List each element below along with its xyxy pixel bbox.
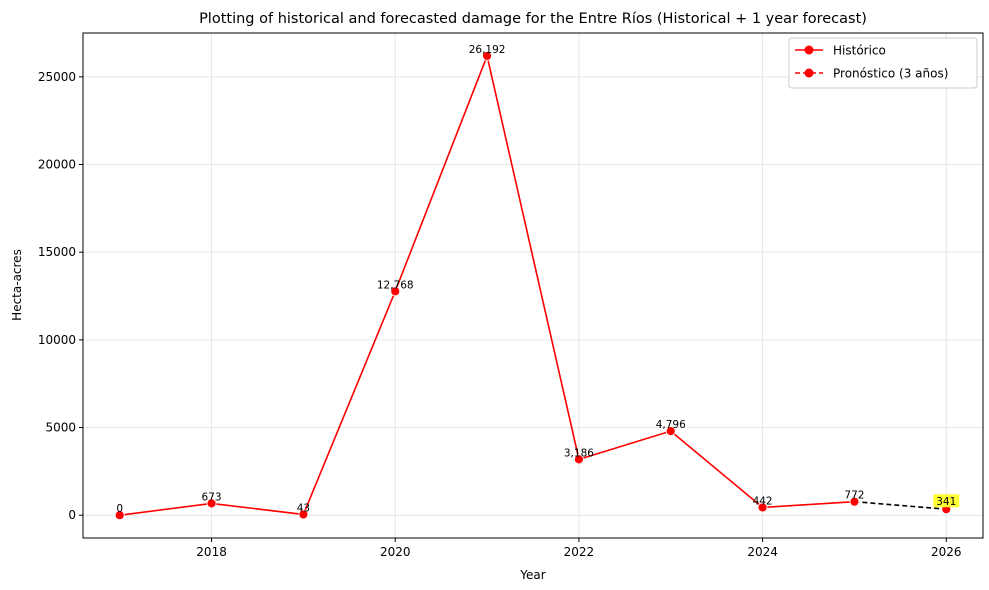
data-label: 0 [116,503,123,515]
y-axis-label: Hecta-acres [10,249,24,321]
legend-marker-pronostico [804,68,814,78]
forecast-label-highlight [933,494,960,508]
axes: 2018 2020 2022 2024 2026 0 5000 10000 15000 20000… [38,70,962,559]
y-tick-label: 10000 [38,333,76,347]
historical-point [849,496,860,507]
data-label: 12,768 [377,279,414,291]
data-label: 4,796 [656,419,686,431]
data-label: 442 [753,495,773,507]
x-tick-label: 2022 [564,545,595,559]
historical-point [390,286,401,297]
series-layer [114,51,952,521]
legend-marker-historico [804,45,814,55]
y-tick-label: 15000 [38,245,76,259]
x-tick-label: 2020 [380,545,411,559]
data-label: 772 [844,490,864,502]
x-tick-label: 2026 [931,545,962,559]
grid [83,33,983,538]
chart-title: Plotting of historical and forecasted da… [199,11,867,27]
forecast-line [854,500,947,511]
historical-line [119,53,855,516]
legend-label-historico: Histórico [833,44,886,58]
historical-point [757,502,768,513]
y-tick-label: 5000 [45,421,76,435]
historical-point [206,498,217,509]
data-label: 673 [202,491,222,503]
data-label: 26,192 [469,44,506,56]
forecast-data-label: 341 [936,496,956,508]
y-tick-label: 25000 [38,70,76,84]
data-labels: 0 673 43 12,768 26,192 3,186 4,796 442 772 341 [116,44,960,515]
legend-label-pronostico: Pronóstico (3 años) [833,67,948,81]
historical-point [298,509,309,520]
x-axis-label: Year [519,568,545,582]
historical-point [665,426,676,437]
x-tick-label: 2018 [196,545,227,559]
data-label: 3,186 [564,447,594,459]
legend: Histórico Pronóstico (3 años) [788,37,978,89]
historical-point [574,454,584,465]
legend-box [788,37,978,89]
data-label: 43 [297,502,310,514]
y-tick-label: 0 [68,508,76,522]
historical-point [114,510,125,521]
y-tick-label: 20000 [38,158,76,172]
historical-point [482,51,492,61]
plot-frame [82,32,984,539]
x-tick-label: 2024 [747,545,778,559]
